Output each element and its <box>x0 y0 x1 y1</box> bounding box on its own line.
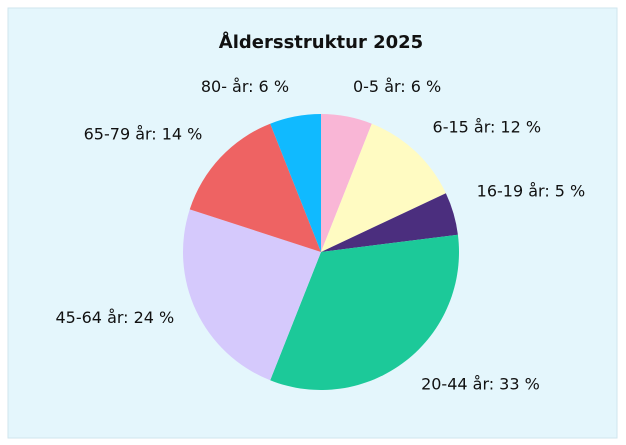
slice-category: 80- år: <box>201 76 254 95</box>
slice-category: 6-15 år: <box>433 117 496 136</box>
slice-category: 45-64 år: <box>55 308 128 327</box>
pie-slice <box>270 114 321 252</box>
slice-label: 16-19 år: 5 % <box>477 181 586 200</box>
slice-label: 80- år: 6 % <box>201 76 289 95</box>
slice-label: 6-15 år: 12 % <box>433 117 542 136</box>
slice-label: 65-79 år: 14 % <box>84 124 203 143</box>
slice-label: 45-64 år: 24 % <box>55 308 174 327</box>
slice-category: 16-19 år: <box>477 181 550 200</box>
pie-slice <box>321 193 458 252</box>
slice-label: 0-5 år: 6 % <box>353 76 441 95</box>
slice-value: 24 % <box>134 308 175 327</box>
pie-slice <box>321 123 446 252</box>
pie-slice <box>183 209 321 381</box>
slice-category: 0-5 år: <box>353 76 406 95</box>
slice-value: 14 % <box>162 124 203 143</box>
slice-value: 6 % <box>259 76 289 95</box>
slice-value: 12 % <box>500 117 541 136</box>
chart-title: Åldersstruktur 2025 <box>219 30 423 53</box>
slice-value: 5 % <box>555 181 585 200</box>
slice-value: 33 % <box>499 374 540 393</box>
slice-label: 20-44 år: 33 % <box>421 374 540 393</box>
slice-value: 6 % <box>411 76 441 95</box>
pie-slice <box>270 234 459 390</box>
pie-slice <box>189 123 321 252</box>
slice-category: 65-79 år: <box>84 124 157 143</box>
pie-slice <box>321 114 372 252</box>
slice-category: 20-44 år: <box>421 374 494 393</box>
